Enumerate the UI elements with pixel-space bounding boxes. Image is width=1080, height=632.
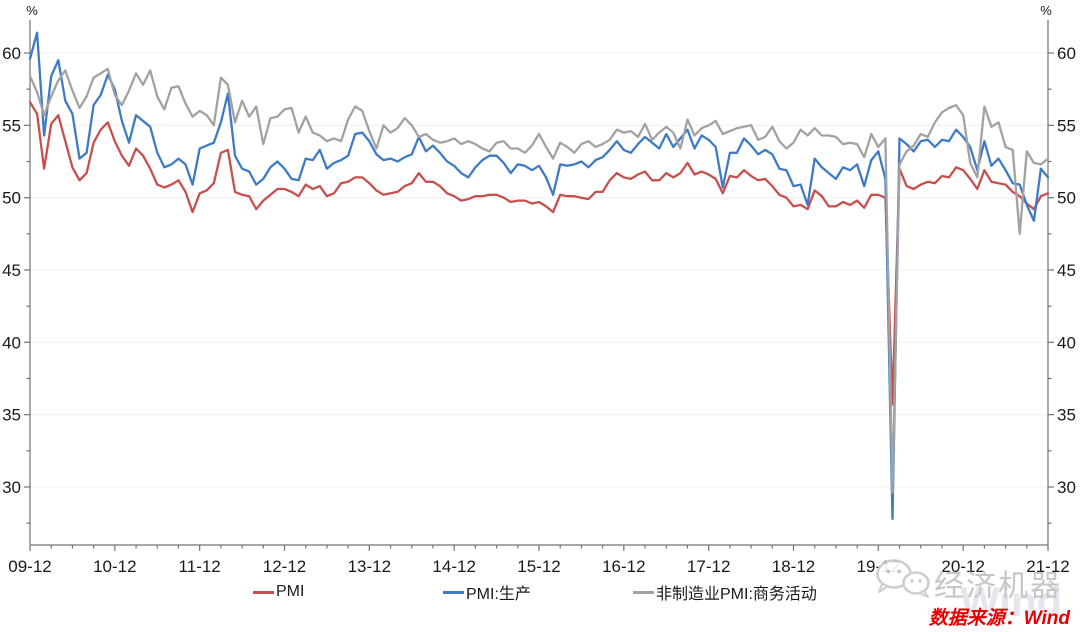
svg-text:11-12: 11-12 xyxy=(179,557,221,576)
svg-text:35: 35 xyxy=(1057,406,1076,425)
wechat-icon xyxy=(876,559,930,598)
svg-text:17-12: 17-12 xyxy=(687,557,730,576)
series-line-1 xyxy=(28,31,1050,520)
legend-swatch-nonmfg-pmi xyxy=(633,590,654,594)
legend-item-pmi: PMI xyxy=(253,581,304,603)
svg-text:15-12: 15-12 xyxy=(517,557,560,576)
watermark-text: 经济机器 xyxy=(934,570,1062,603)
svg-text:45: 45 xyxy=(2,261,21,280)
svg-text:%: % xyxy=(1040,3,1052,18)
svg-text:16-12: 16-12 xyxy=(602,557,645,576)
wind-ghost-watermark: Wind xyxy=(960,578,1063,625)
svg-text:13-12: 13-12 xyxy=(348,557,391,576)
data-source-label: 数据来源：Wind xyxy=(928,608,1070,629)
series-line-2 xyxy=(28,67,1050,494)
svg-text:60: 60 xyxy=(2,44,21,63)
legend-label-pmi-production: PMI:生产 xyxy=(466,586,531,603)
svg-text:50: 50 xyxy=(2,189,21,208)
svg-text:14-12: 14-12 xyxy=(432,557,475,576)
legend-swatch-pmi-production xyxy=(443,590,464,594)
chart-legend: PMI PMI:生产 非制造业PMI:商务活动 xyxy=(0,581,1080,603)
legend-label-nonmfg-pmi: 非制造业PMI:商务活动 xyxy=(656,586,817,603)
svg-text:18-12: 18-12 xyxy=(772,557,815,576)
svg-text:30: 30 xyxy=(2,478,21,497)
svg-text:12-12: 12-12 xyxy=(263,557,306,576)
svg-text:%: % xyxy=(26,3,38,18)
legend-swatch-pmi xyxy=(253,590,274,594)
svg-text:45: 45 xyxy=(1057,261,1076,280)
svg-text:10-12: 10-12 xyxy=(93,557,136,576)
svg-text:50: 50 xyxy=(1057,189,1076,208)
svg-text:30: 30 xyxy=(1057,478,1076,497)
legend-item-nonmfg-pmi: 非制造业PMI:商务活动 xyxy=(633,581,817,603)
series-line-0 xyxy=(28,101,1050,406)
svg-text:40: 40 xyxy=(2,333,21,352)
legend-item-pmi-production: PMI:生产 xyxy=(443,581,531,603)
svg-text:60: 60 xyxy=(1057,44,1076,63)
svg-text:20-12: 20-12 xyxy=(941,557,984,576)
svg-text:55: 55 xyxy=(2,116,21,135)
svg-text:35: 35 xyxy=(2,406,21,425)
svg-text:21-12: 21-12 xyxy=(1026,557,1069,576)
svg-text:55: 55 xyxy=(1057,116,1076,135)
legend-label-pmi: PMI xyxy=(276,583,305,600)
svg-text:09-12: 09-12 xyxy=(8,557,51,576)
svg-text:40: 40 xyxy=(1057,333,1076,352)
